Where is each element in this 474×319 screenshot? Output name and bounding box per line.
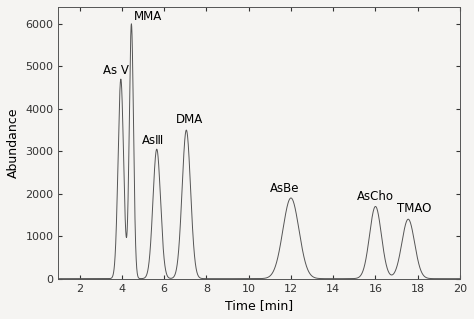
X-axis label: Time [min]: Time [min] [225,299,293,312]
Text: AsⅢ: AsⅢ [142,134,164,147]
Y-axis label: Abundance: Abundance [7,108,20,178]
Text: TMAO: TMAO [397,202,431,215]
Text: As V: As V [103,64,129,77]
Text: DMA: DMA [176,113,203,126]
Text: AsCho: AsCho [356,190,393,204]
Text: MMA: MMA [134,10,162,23]
Text: AsBe: AsBe [270,182,299,195]
